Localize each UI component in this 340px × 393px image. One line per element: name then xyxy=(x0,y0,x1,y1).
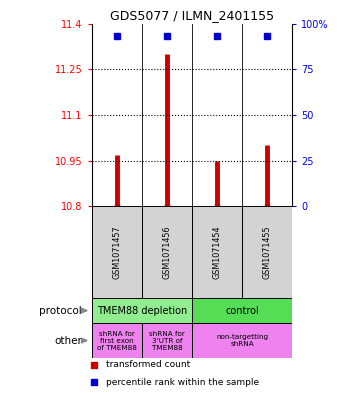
Text: control: control xyxy=(225,305,259,316)
Text: non-targetting
shRNA: non-targetting shRNA xyxy=(216,334,268,347)
Text: protocol: protocol xyxy=(39,305,82,316)
Text: transformed count: transformed count xyxy=(106,360,190,369)
Bar xyxy=(192,298,292,323)
Bar xyxy=(92,323,142,358)
Title: GDS5077 / ILMN_2401155: GDS5077 / ILMN_2401155 xyxy=(110,9,274,22)
Text: TMEM88 depletion: TMEM88 depletion xyxy=(97,305,187,316)
Bar xyxy=(242,206,292,298)
Bar xyxy=(192,323,292,358)
Text: GSM1071456: GSM1071456 xyxy=(163,225,171,279)
Text: shRNA for
first exon
of TMEM88: shRNA for first exon of TMEM88 xyxy=(97,331,137,351)
Text: GSM1071455: GSM1071455 xyxy=(263,225,272,279)
Text: other: other xyxy=(54,336,82,345)
Text: GSM1071457: GSM1071457 xyxy=(113,225,121,279)
Bar xyxy=(92,206,142,298)
Bar xyxy=(92,298,192,323)
Text: shRNA for
3'UTR of
TMEM88: shRNA for 3'UTR of TMEM88 xyxy=(149,331,185,351)
Bar xyxy=(142,206,192,298)
Text: percentile rank within the sample: percentile rank within the sample xyxy=(106,378,259,387)
Text: GSM1071454: GSM1071454 xyxy=(213,225,222,279)
Bar xyxy=(192,206,242,298)
Bar xyxy=(142,323,192,358)
